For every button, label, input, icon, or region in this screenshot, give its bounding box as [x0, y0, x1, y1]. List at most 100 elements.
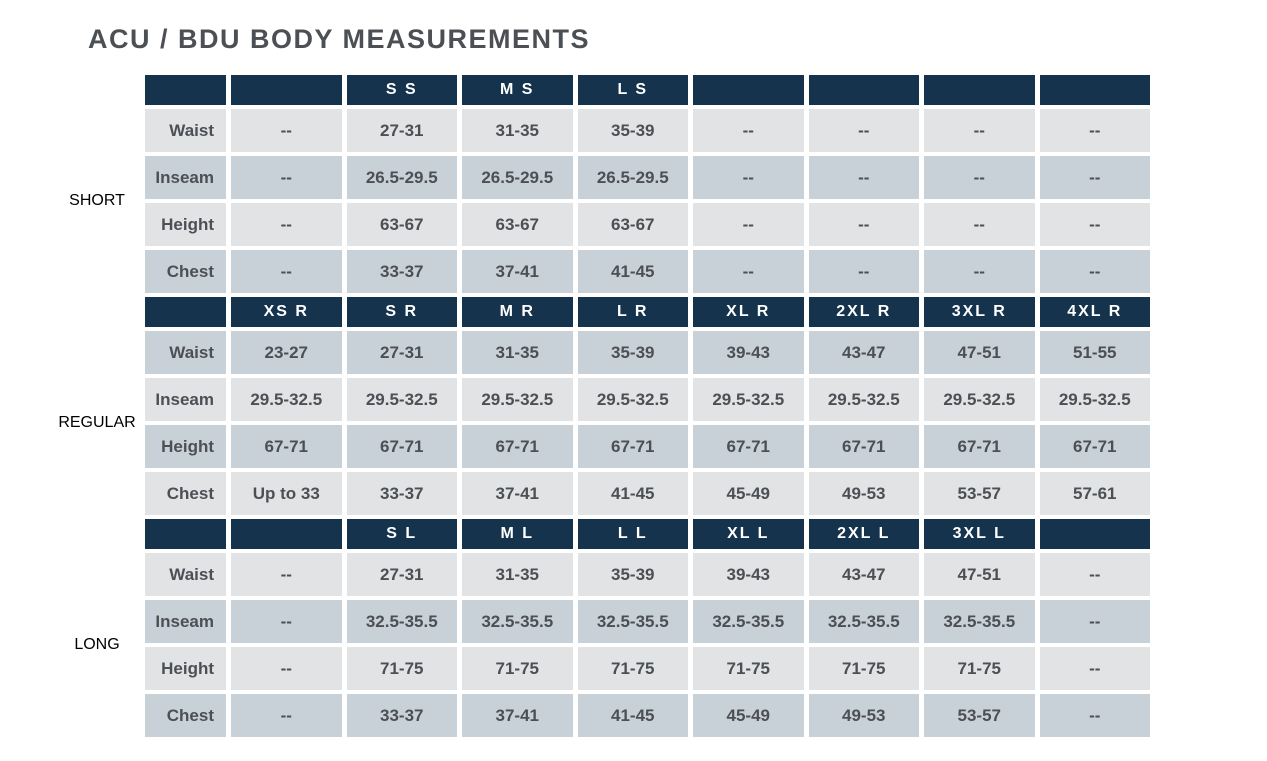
header-corner-cell: [145, 297, 226, 327]
header-corner-cell: [145, 519, 226, 549]
measurement-cell: 33-37: [346, 250, 457, 293]
measurement-cell: --: [231, 647, 342, 690]
size-column-header: M R: [462, 297, 573, 327]
measurement-cell: 27-31: [346, 109, 457, 152]
measurement-cell: --: [924, 109, 1035, 152]
measurement-cell: --: [1039, 109, 1150, 152]
measurement-cell: 32.5-35.5: [577, 600, 688, 643]
measurement-cell: --: [693, 109, 804, 152]
measurement-cell: 37-41: [462, 250, 573, 293]
measurement-cell: 67-71: [577, 425, 688, 468]
measurement-cell: 39-43: [693, 331, 804, 374]
measurement-cell: 43-47: [808, 553, 919, 596]
measurement-cell: 63-67: [462, 203, 573, 246]
size-column-header: 2XL R: [808, 297, 919, 327]
measurement-cell: 45-49: [693, 694, 804, 737]
row-label-chest: Chest: [145, 694, 226, 737]
measurement-cell: 67-71: [346, 425, 457, 468]
size-column-header: S L: [346, 519, 457, 549]
measurement-cell: 53-57: [924, 694, 1035, 737]
measurement-cell: 67-71: [231, 425, 342, 468]
size-column-header: [1039, 519, 1150, 549]
measurement-cell: --: [231, 156, 342, 199]
measurement-cell: 29.5-32.5: [693, 378, 804, 421]
measurement-cell: 49-53: [808, 694, 919, 737]
measurement-cell: 37-41: [462, 694, 573, 737]
measurement-cell: --: [808, 203, 919, 246]
measurement-cell: --: [231, 694, 342, 737]
size-column-header: L L: [577, 519, 688, 549]
measurement-cell: --: [1039, 600, 1150, 643]
section-side-label-text: SHORT: [69, 192, 125, 209]
size-column-header: XL R: [693, 297, 804, 327]
measurement-cell: 32.5-35.5: [924, 600, 1035, 643]
measurement-cell: 35-39: [577, 553, 688, 596]
measurement-cell: 41-45: [577, 250, 688, 293]
size-column-header: [231, 519, 342, 549]
measurement-cell: --: [808, 109, 919, 152]
size-column-header: M L: [462, 519, 573, 549]
measurement-cell: 67-71: [693, 425, 804, 468]
measurement-cell: --: [1039, 694, 1150, 737]
size-column-header: [1039, 75, 1150, 105]
measurement-cell: --: [924, 250, 1035, 293]
row-label-inseam: Inseam: [145, 600, 226, 643]
size-column-header: [808, 75, 919, 105]
measurement-cell: 67-71: [924, 425, 1035, 468]
size-column-header: XL L: [693, 519, 804, 549]
measurement-cell: 29.5-32.5: [924, 378, 1035, 421]
measurement-cell: --: [231, 203, 342, 246]
measurement-cell: 29.5-32.5: [346, 378, 457, 421]
measurement-cell: 29.5-32.5: [1039, 378, 1150, 421]
measurement-cell: 27-31: [346, 331, 457, 374]
measurement-cell: 67-71: [808, 425, 919, 468]
row-label-chest: Chest: [145, 472, 226, 515]
measurement-cell: --: [231, 250, 342, 293]
size-column-header: M S: [462, 75, 573, 105]
measurement-cell: --: [693, 203, 804, 246]
header-corner-cell: [145, 75, 226, 105]
measurement-cell: 33-37: [346, 694, 457, 737]
measurement-cell: 49-53: [808, 472, 919, 515]
section-side-label-text: REGULAR: [58, 414, 136, 431]
size-column-header: L R: [577, 297, 688, 327]
measurement-cell: 35-39: [577, 109, 688, 152]
measurement-cell: 67-71: [1039, 425, 1150, 468]
section-side-label: REGULAR: [57, 331, 137, 515]
measurement-cell: 32.5-35.5: [808, 600, 919, 643]
measurement-cell: 29.5-32.5: [231, 378, 342, 421]
size-column-header: 2XL L: [808, 519, 919, 549]
measurement-cell: 51-55: [1039, 331, 1150, 374]
measurement-cell: --: [808, 250, 919, 293]
size-column-header: 4XL R: [1039, 297, 1150, 327]
measurement-cell: 71-75: [808, 647, 919, 690]
measurement-cell: --: [924, 203, 1035, 246]
row-label-height: Height: [145, 425, 226, 468]
measurement-cell: 71-75: [577, 647, 688, 690]
measurement-cell: --: [231, 109, 342, 152]
size-column-header: S S: [346, 75, 457, 105]
size-column-header: S R: [346, 297, 457, 327]
measurement-cell: 71-75: [924, 647, 1035, 690]
measurement-cell: 26.5-29.5: [577, 156, 688, 199]
measurement-cell: --: [1039, 156, 1150, 199]
measurement-cell: --: [1039, 647, 1150, 690]
measurement-cell: --: [693, 250, 804, 293]
measurement-cell: 43-47: [808, 331, 919, 374]
measurement-cell: 33-37: [346, 472, 457, 515]
size-column-header: [231, 75, 342, 105]
measurement-cell: --: [231, 600, 342, 643]
measurement-cell: --: [808, 156, 919, 199]
measurement-cell: 31-35: [462, 109, 573, 152]
measurement-cell: 71-75: [346, 647, 457, 690]
measurement-cell: 26.5-29.5: [462, 156, 573, 199]
size-column-header: [924, 75, 1035, 105]
measurement-cell: 41-45: [577, 472, 688, 515]
section-side-label-text: LONG: [74, 636, 120, 653]
row-label-chest: Chest: [145, 250, 226, 293]
